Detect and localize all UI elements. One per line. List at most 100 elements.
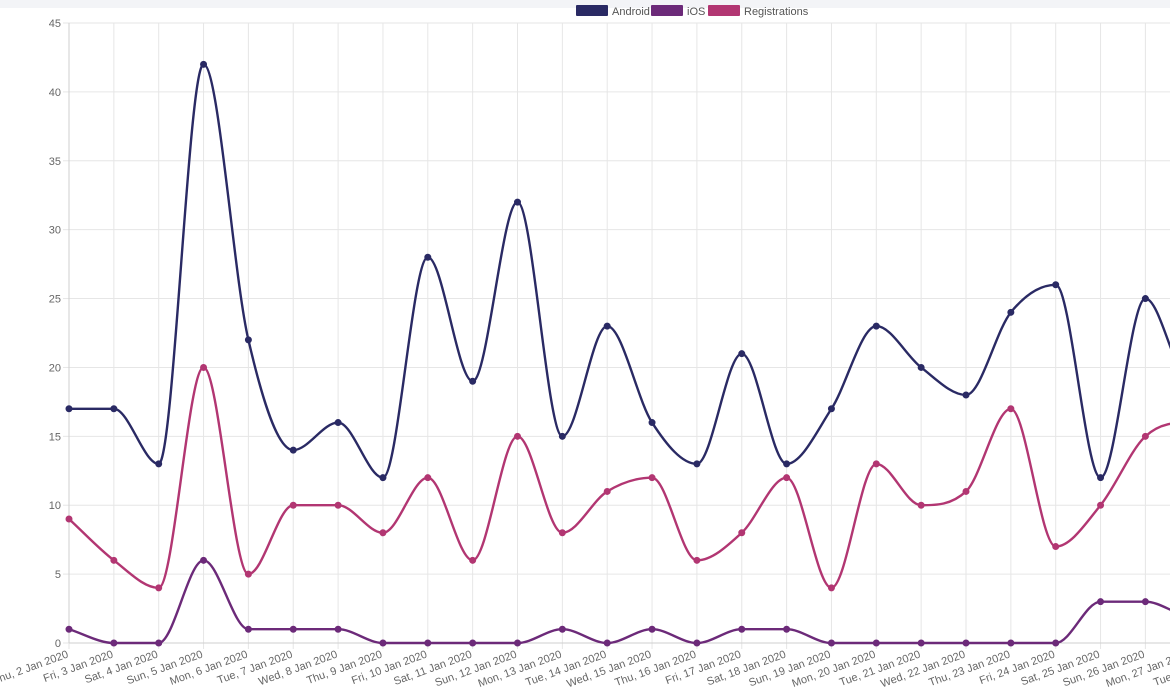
ios-point[interactable] bbox=[110, 639, 118, 647]
registrations-point[interactable] bbox=[200, 363, 208, 371]
legend[interactable]: Android iOS Registrations bbox=[576, 5, 809, 18]
registrations-point[interactable] bbox=[693, 556, 701, 564]
ios-point[interactable] bbox=[917, 639, 925, 647]
top-bar bbox=[0, 0, 1170, 8]
legend-label: iOS bbox=[687, 6, 705, 18]
android-point[interactable] bbox=[1097, 474, 1105, 482]
ios-point[interactable] bbox=[1052, 639, 1060, 647]
ios-point[interactable] bbox=[469, 639, 477, 647]
registrations-point[interactable] bbox=[917, 501, 925, 509]
y-tick-label: 30 bbox=[49, 225, 61, 237]
ios-point[interactable] bbox=[648, 625, 656, 633]
android-point[interactable] bbox=[783, 460, 791, 468]
android-point[interactable] bbox=[289, 446, 297, 454]
legend-swatch bbox=[576, 5, 608, 16]
registrations-point[interactable] bbox=[379, 529, 387, 537]
ios-point[interactable] bbox=[514, 639, 521, 647]
android-point[interactable] bbox=[962, 391, 970, 399]
ios-point[interactable] bbox=[289, 625, 297, 633]
registrations-point[interactable] bbox=[648, 474, 656, 482]
ios-point[interactable] bbox=[334, 625, 342, 633]
android-point[interactable] bbox=[648, 419, 656, 427]
ios-point[interactable] bbox=[424, 639, 432, 647]
registrations-point[interactable] bbox=[424, 474, 432, 482]
android-point[interactable] bbox=[603, 322, 611, 330]
android-point[interactable] bbox=[872, 322, 880, 330]
y-tick-label: 15 bbox=[49, 431, 61, 443]
ios-line bbox=[68, 559, 1170, 645]
ios-point[interactable] bbox=[65, 625, 73, 633]
registrations-point[interactable] bbox=[244, 570, 252, 578]
android-point[interactable] bbox=[1007, 308, 1015, 316]
android-point[interactable] bbox=[65, 405, 73, 413]
registrations-point[interactable] bbox=[1007, 405, 1015, 413]
registrations-point[interactable] bbox=[1097, 501, 1105, 509]
ios-point[interactable] bbox=[1141, 598, 1149, 606]
ios-point[interactable] bbox=[155, 639, 163, 647]
android-point[interactable] bbox=[110, 405, 118, 413]
android-point[interactable] bbox=[200, 60, 208, 68]
registrations-point[interactable] bbox=[872, 460, 880, 468]
registrations-point[interactable] bbox=[603, 487, 611, 495]
android-point[interactable] bbox=[334, 419, 342, 427]
android-point[interactable] bbox=[155, 460, 163, 468]
registrations-point[interactable] bbox=[514, 432, 521, 440]
legend-swatch bbox=[708, 5, 740, 16]
android-line bbox=[69, 63, 1170, 479]
registrations-point[interactable] bbox=[962, 487, 970, 495]
ios-point[interactable] bbox=[1007, 639, 1015, 647]
legend-label: Registrations bbox=[744, 6, 809, 18]
android-point[interactable] bbox=[244, 336, 252, 344]
ios-point[interactable] bbox=[693, 639, 701, 647]
android-point[interactable] bbox=[558, 432, 566, 440]
android-point[interactable] bbox=[514, 198, 521, 206]
ios-point[interactable] bbox=[379, 639, 387, 647]
android-point[interactable] bbox=[917, 363, 925, 371]
registrations-point[interactable] bbox=[289, 501, 297, 509]
registrations-point[interactable] bbox=[1141, 432, 1149, 440]
ios-point[interactable] bbox=[558, 625, 566, 633]
ios-point[interactable] bbox=[200, 556, 208, 564]
grid bbox=[63, 22, 1170, 649]
registrations-point[interactable] bbox=[827, 584, 835, 592]
registrations-point[interactable] bbox=[783, 474, 791, 482]
registrations-point[interactable] bbox=[65, 515, 73, 523]
ios-point[interactable] bbox=[827, 639, 835, 647]
y-tick-label: 10 bbox=[49, 500, 61, 512]
series-android bbox=[65, 60, 1170, 482]
ios-point[interactable] bbox=[872, 639, 880, 647]
ios-point[interactable] bbox=[244, 625, 252, 633]
ios-point[interactable] bbox=[962, 639, 970, 647]
legend-item-registrations[interactable]: Registrations bbox=[708, 5, 809, 18]
registrations-point[interactable] bbox=[155, 584, 163, 592]
y-tick-label: 0 bbox=[55, 638, 61, 650]
legend-swatch bbox=[651, 5, 683, 16]
y-tick-label: 45 bbox=[49, 18, 61, 30]
legend-item-ios[interactable]: iOS bbox=[651, 5, 705, 18]
registrations-point[interactable] bbox=[558, 529, 566, 537]
android-point[interactable] bbox=[424, 253, 432, 261]
android-point[interactable] bbox=[1141, 295, 1149, 303]
ios-point[interactable] bbox=[603, 639, 611, 647]
ios-point[interactable] bbox=[1097, 598, 1105, 606]
android-point[interactable] bbox=[1052, 281, 1060, 289]
series-lines bbox=[65, 60, 1170, 647]
android-point[interactable] bbox=[738, 350, 746, 358]
registrations-point[interactable] bbox=[1052, 543, 1060, 551]
registrations-point[interactable] bbox=[110, 556, 118, 564]
android-point[interactable] bbox=[469, 377, 477, 385]
legend-label: Android bbox=[612, 6, 650, 18]
legend-item-android[interactable]: Android bbox=[576, 5, 650, 18]
android-point[interactable] bbox=[693, 460, 701, 468]
registrations-point[interactable] bbox=[738, 529, 746, 537]
registrations-line bbox=[68, 366, 1170, 590]
registrations-point[interactable] bbox=[469, 556, 477, 564]
android-point[interactable] bbox=[379, 474, 387, 482]
y-tick-label: 40 bbox=[49, 87, 61, 99]
ios-point[interactable] bbox=[738, 625, 746, 633]
ios-point[interactable] bbox=[783, 625, 791, 633]
registrations-point[interactable] bbox=[334, 501, 342, 509]
android-point[interactable] bbox=[827, 405, 835, 413]
y-tick-label: 25 bbox=[49, 294, 61, 306]
